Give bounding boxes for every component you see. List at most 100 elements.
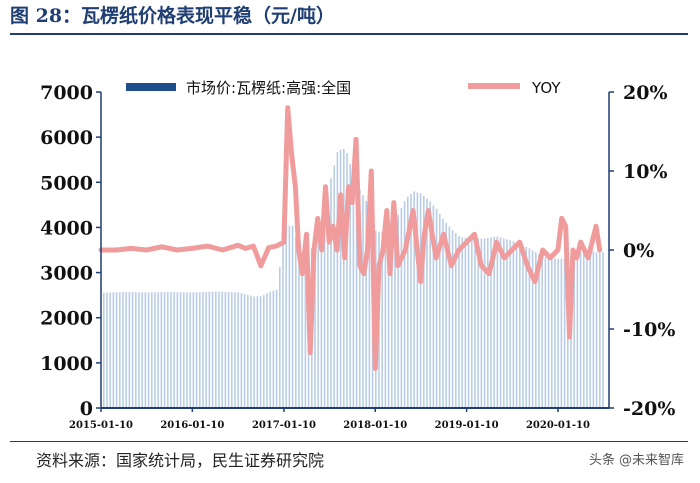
left-tick-label: 0 <box>80 398 93 420</box>
source-note: 资料来源：国家统计局，民生证券研究院 <box>36 451 325 470</box>
price-bar <box>387 230 390 408</box>
price-bar <box>592 251 595 408</box>
price-bar <box>183 292 185 408</box>
x-tick-label: 2020-01-10 <box>526 420 590 431</box>
price-bar <box>301 253 303 408</box>
price-bar <box>109 292 111 408</box>
price-bar <box>176 292 179 408</box>
price-bar <box>215 291 217 408</box>
price-bar <box>464 238 467 408</box>
legend-bar-label: 市场价:瓦楞纸:高强:全国 <box>186 79 351 97</box>
price-bar <box>122 292 124 408</box>
price-bar <box>253 296 255 408</box>
right-tick-label: 10% <box>623 161 668 183</box>
price-bar <box>407 196 409 408</box>
price-bar <box>211 291 214 408</box>
price-bar <box>279 267 281 408</box>
price-bar <box>554 258 556 408</box>
price-bar <box>327 194 329 408</box>
price-bar <box>573 254 575 408</box>
price-bar <box>394 221 396 408</box>
price-bar <box>458 235 460 408</box>
price-bar <box>496 236 499 408</box>
left-tick-label: 3000 <box>40 263 93 285</box>
price-bar <box>291 225 294 408</box>
price-bar <box>474 238 476 408</box>
chart-title: 图 28：瓦楞纸价格表现平稳（元/吨） <box>10 5 335 27</box>
left-tick-label: 1000 <box>40 353 93 375</box>
price-bar <box>256 296 259 408</box>
price-bar <box>202 292 204 408</box>
price-bar <box>506 239 508 408</box>
price-bar <box>115 292 118 408</box>
price-bar <box>147 292 150 408</box>
price-bar <box>269 291 271 408</box>
price-bar <box>538 254 540 408</box>
price-bar <box>314 240 316 408</box>
price-bar <box>106 292 108 408</box>
header-divider <box>10 33 688 35</box>
price-bar <box>151 292 153 408</box>
price-bar <box>231 292 233 408</box>
price-bar <box>320 225 323 408</box>
x-tick-label: 2015-01-10 <box>69 420 133 431</box>
price-bar <box>237 292 239 408</box>
price-bar <box>522 245 524 408</box>
left-axis-ticks: 0 1000 2000 3000 4000 5000 6000 7000 <box>40 82 101 420</box>
price-bar <box>525 246 527 408</box>
price-bar <box>410 193 412 408</box>
price-bar <box>579 252 582 408</box>
price-bar <box>138 292 140 408</box>
price-bar <box>343 148 345 408</box>
price-bar <box>544 257 547 408</box>
legend-bar-swatch <box>126 83 176 91</box>
price-bar <box>419 193 422 408</box>
price-bar <box>234 292 236 408</box>
price-bar <box>435 209 438 408</box>
price-bar <box>509 240 511 408</box>
price-bar <box>503 238 505 408</box>
left-tick-label: 6000 <box>40 127 93 149</box>
price-bar <box>333 165 335 408</box>
price-bar <box>330 178 332 408</box>
price-bar <box>576 253 579 408</box>
price-bar <box>359 189 361 408</box>
price-bar <box>586 250 588 408</box>
price-bar <box>167 292 169 408</box>
legend: 市场价:瓦楞纸:高强:全国 YOY <box>126 79 561 97</box>
price-bar <box>416 192 419 408</box>
price-bar <box>144 292 147 408</box>
price-bar <box>535 252 537 408</box>
chart-area: 0 1000 2000 3000 4000 5000 6000 7000 -20% -10% 0%… <box>40 79 675 431</box>
price-bar <box>467 238 470 408</box>
price-bar <box>429 201 431 408</box>
price-bar <box>365 201 367 408</box>
legend-line-swatch <box>468 83 520 89</box>
price-bar <box>451 230 454 408</box>
price-bar <box>493 236 495 408</box>
price-bar <box>119 292 121 408</box>
price-bar <box>259 296 262 408</box>
price-bar <box>112 292 115 408</box>
right-tick-label: 0% <box>623 240 654 262</box>
footer-divider <box>10 441 688 442</box>
price-bar <box>163 292 166 408</box>
price-bar <box>266 293 268 408</box>
price-bar <box>560 258 563 408</box>
price-bar <box>599 252 601 408</box>
price-bar <box>157 292 159 408</box>
price-bar <box>439 213 441 408</box>
price-bar <box>471 238 473 408</box>
price-bar <box>272 290 275 408</box>
right-tick-label: -20% <box>623 398 675 420</box>
price-bar <box>189 292 191 408</box>
price-bar <box>602 252 604 408</box>
price-bar <box>173 292 175 408</box>
price-bar <box>103 292 105 408</box>
price-bar <box>154 292 156 408</box>
price-bar <box>551 258 553 408</box>
price-bar <box>397 214 399 408</box>
price-bar <box>499 237 502 408</box>
price-bar <box>547 257 550 408</box>
price-bar <box>186 292 188 408</box>
